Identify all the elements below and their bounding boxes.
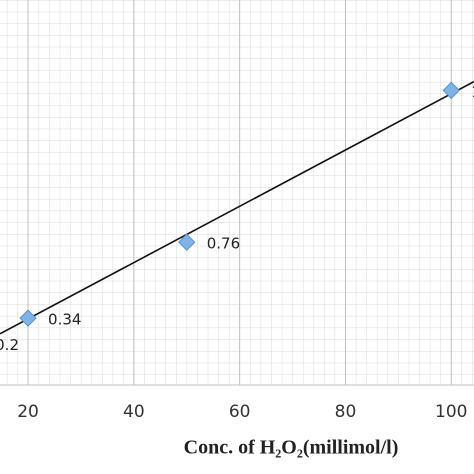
x-tick-label: 40 bbox=[123, 402, 145, 422]
x-tick-label: 60 bbox=[229, 402, 251, 422]
x-tick-label: 20 bbox=[17, 402, 39, 422]
x-axis-title: Conc. of H₂O₂(millimol/l) bbox=[184, 437, 399, 459]
minor-grid bbox=[0, 0, 474, 385]
data-label: 0.34 bbox=[48, 311, 81, 329]
x-tick-label: 100 bbox=[435, 402, 467, 422]
data-label: 0.76 bbox=[207, 235, 240, 253]
data-label: 1.6 bbox=[471, 83, 474, 101]
x-tick-label: 80 bbox=[335, 402, 357, 422]
trendline bbox=[0, 80, 474, 335]
plot-area: 20 40 60 80 100 0.2 0.34 0.76 1.6 bbox=[0, 0, 474, 422]
point bbox=[178, 233, 196, 251]
data-label: 0.2 bbox=[0, 336, 19, 354]
point bbox=[442, 81, 460, 100]
point bbox=[19, 309, 37, 327]
